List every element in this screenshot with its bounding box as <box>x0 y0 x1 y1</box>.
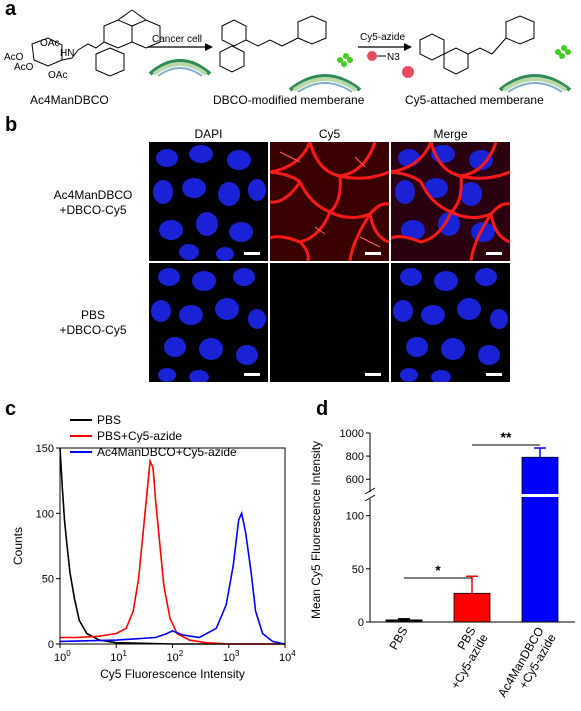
arrow-2-label: Cy5-azide <box>360 32 405 43</box>
y-tick-label: 50 <box>352 564 364 576</box>
x-axis-label: Cy5 Fluorescence Intensity <box>100 667 245 681</box>
image-cy5-row2 <box>270 263 389 382</box>
y-tick-label: 150 <box>36 443 54 455</box>
y-tick-label: 100 <box>346 511 364 523</box>
row-label-2-line1: PBS <box>80 308 105 322</box>
image-merge-row1 <box>391 142 510 261</box>
significance-label-0: * <box>435 562 441 578</box>
row-label-2: PBS +DBCO-Cy5 <box>38 308 148 338</box>
compound-2-structure <box>219 15 327 73</box>
row-label-1-line1: Ac4ManDBCO <box>53 188 133 202</box>
x-tick-label: 101 <box>110 649 127 664</box>
row-label-1-line2: +DBCO-Cy5 <box>59 203 127 217</box>
panel-label-a: a <box>5 0 17 20</box>
y-tick-label: 100 <box>36 508 54 520</box>
y-tick-label: 800 <box>346 451 364 463</box>
column-label-merge: Merge <box>433 127 468 141</box>
image-dapi-row1 <box>149 142 268 261</box>
compound-1-structure <box>31 9 161 77</box>
compound-2-name: DBCO-modified memberane <box>213 93 365 107</box>
y-tick-label: 0 <box>358 617 364 629</box>
panel-label-c: c <box>5 398 17 420</box>
plot-frame <box>59 447 286 645</box>
cy5-sphere-icon <box>367 51 377 61</box>
x-category-label-0: PBS <box>386 625 410 653</box>
cell-membrane-icon-1 <box>148 59 212 77</box>
cell-membrane-icon-3 <box>498 74 572 93</box>
y-tick-label: 600 <box>346 474 364 486</box>
image-merge-row2 <box>391 263 510 382</box>
reaction-scheme: OAc AcO AcO OAc HN Ac4ManDBCO Cancer cel… <box>4 9 572 107</box>
x-tick-label: 102 <box>167 649 184 664</box>
legend-label-2: Ac4ManDBCO+Cy5-azide <box>97 445 237 459</box>
x-tick-label: 100 <box>54 649 71 664</box>
bar-break-gap <box>521 494 559 497</box>
bar-2 <box>521 456 559 623</box>
row-label-2-line2: +DBCO-Cy5 <box>59 323 127 337</box>
x-category-label-2: Ac4ManDBCO+Cy5-azide <box>495 624 559 706</box>
scale-bar <box>486 252 502 255</box>
cell-membrane-icon-2 <box>288 74 362 93</box>
x-category-label-1: PBS+Cy5-azide <box>436 624 491 691</box>
compound-3-structure <box>419 15 535 75</box>
y-axis-label: Counts <box>11 527 25 565</box>
legend-label-0: PBS <box>97 413 121 427</box>
compound-1-name: Ac4ManDBCO <box>30 93 109 107</box>
column-label-cy5: Cy5 <box>318 127 341 141</box>
scale-bar <box>365 252 381 255</box>
series-line-0 <box>59 447 285 645</box>
azide-label: N3 <box>387 52 400 63</box>
y-tick-label: 0 <box>48 639 54 651</box>
column-label-dapi: DAPI <box>194 127 223 141</box>
significance-label-1: ** <box>501 429 512 445</box>
panel-label-b: b <box>5 114 18 136</box>
oac-label-2: AcO <box>4 52 24 63</box>
glycan-icon-2 <box>555 45 571 59</box>
flow-cytometry-histogram: 0 50 100 150 100 101 102 103 104 Cy5 Fluorescence… <box>11 413 296 681</box>
y-tick-label: 1000 <box>340 428 364 440</box>
compound-3-name: Cy5-attached memberane <box>405 93 544 107</box>
x-tick-label: 103 <box>223 649 240 664</box>
x-tick-label: 104 <box>279 649 296 664</box>
row-label-1: Ac4ManDBCO +DBCO-Cy5 <box>38 188 148 218</box>
arrow-1-label: Cancer cell <box>152 34 202 45</box>
oac-label-1: OAc <box>40 38 59 49</box>
axis-break-mark <box>364 487 376 495</box>
legend-label-1: PBS+Cy5-azide <box>97 429 182 443</box>
cy5-attached-icon <box>402 66 414 78</box>
glycan-icon-1 <box>337 53 353 67</box>
image-dapi-row2 <box>149 263 268 382</box>
panel-label-d: d <box>316 398 329 420</box>
axis-break-mark <box>364 494 376 502</box>
image-cy5-row1 <box>270 142 389 261</box>
oac-label-3: AcO <box>14 62 34 73</box>
bar-1 <box>453 592 491 623</box>
scale-bar <box>365 373 381 376</box>
mean-fluorescence-bar-chart: 0 50 100 600 800 1000 PBS PBS+Cy5-azide Ac4ManDB… <box>309 428 575 706</box>
series-line-1 <box>60 458 285 645</box>
series-line-2 <box>59 510 286 645</box>
scale-bar <box>486 373 502 376</box>
y-axis-label: Mean Cy5 Fluorescence Intensity <box>309 441 323 619</box>
oac-label-4: OAc <box>48 70 67 81</box>
y-tick-label: 50 <box>42 574 54 586</box>
hn-label: HN <box>60 48 74 59</box>
scale-bar <box>244 373 260 376</box>
scale-bar <box>244 252 260 255</box>
